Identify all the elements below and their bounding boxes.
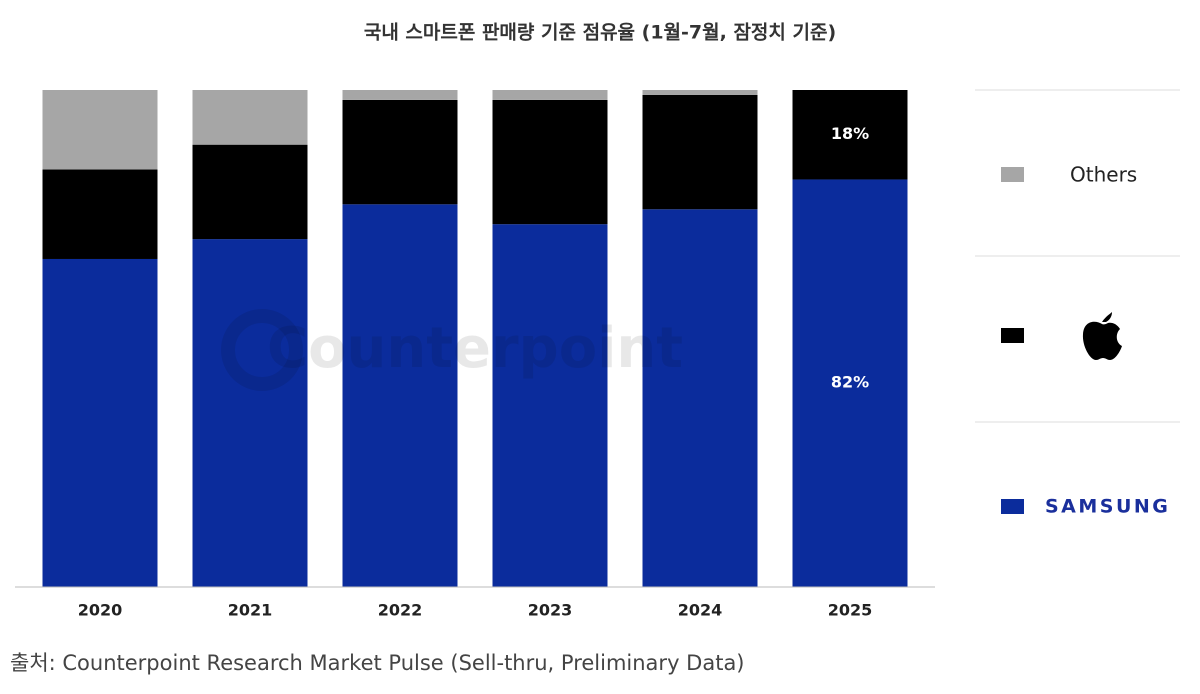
bar-segment [492,99,608,225]
chart-title: 국내 스마트폰 판매량 기준 점유율 (1월-7월, 잠정치 기준) [364,22,836,44]
apple-logo [1082,312,1122,360]
bar-segment [42,90,158,170]
data-label: 82% [831,373,869,392]
bar-segment [42,258,158,587]
source-note: 출처: Counterpoint Research Market Pulse (… [10,651,745,675]
legend-swatch [1001,499,1024,514]
legend-swatch [1001,167,1024,182]
bar-segment [642,90,758,95]
x-tick-label: 2025 [828,601,873,620]
plot-area [42,90,908,587]
bar-segment [792,90,908,180]
bar-segment [642,94,758,210]
bar-segment [192,239,308,587]
bar-segment [192,144,308,240]
bar-segment [492,90,608,100]
bar-segment [792,179,908,587]
bar-segment [342,99,458,205]
x-tick-label: 2021 [228,601,273,620]
legend: Others SAMSUNG [975,89,1180,518]
x-tick-label: 2023 [528,601,573,620]
watermark-logo [221,309,303,391]
x-tick-label: 2022 [378,601,423,620]
x-tick-label: 2024 [678,601,723,620]
bar-segment [192,90,308,145]
x-tick-label: 2020 [78,601,123,620]
bar-segment [42,169,158,259]
legend-label: Others [1070,163,1137,187]
legend-swatch [1001,328,1024,343]
bar-segment [342,204,458,587]
bar-segment [342,90,458,100]
watermark: Counterpoint [267,316,683,381]
bar-segment [492,224,608,587]
bar-segment [642,209,758,587]
data-label: 18% [831,124,869,143]
legend-label: SAMSUNG [1045,496,1170,518]
